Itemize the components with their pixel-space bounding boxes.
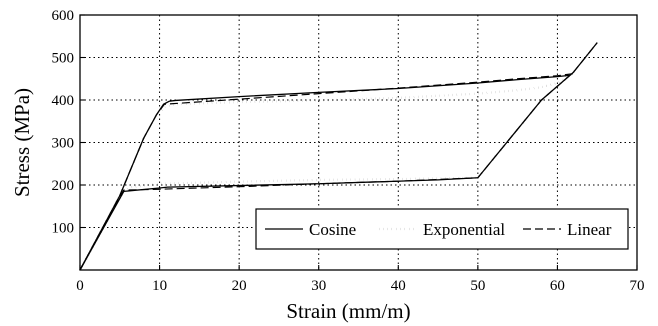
series-linear-branch-1: [79, 42, 598, 271]
series-lines: [79, 41, 599, 271]
y-tick-label: 300: [52, 136, 75, 152]
x-tick-label: 40: [391, 278, 406, 294]
y-axis-label: Stress (MPa): [10, 88, 34, 197]
x-axis-label: Strain (mm/m): [286, 299, 410, 323]
y-tick-label: 600: [52, 8, 75, 24]
x-tick-labels: 0 10 20 30 40 50 60 70: [76, 278, 644, 294]
y-tick-label: 100: [52, 221, 75, 237]
axis-ticks: [79, 14, 638, 270]
x-tick-label: 50: [470, 278, 485, 294]
legend-box: [255, 208, 629, 250]
series-linear-branch-2: [79, 73, 574, 271]
x-tick-label: 10: [152, 278, 167, 294]
x-tick-label: 60: [550, 278, 565, 294]
legend-label-cosine: Cosine: [309, 220, 356, 239]
x-tick-label: 70: [630, 278, 645, 294]
x-tick-label: 20: [232, 278, 247, 294]
legend-label-exponential: Exponential: [423, 220, 505, 239]
y-tick-label: 500: [52, 51, 75, 67]
y-tick-labels: 100 200 300 400 500 600: [52, 8, 75, 237]
legend: Cosine Exponential Linear: [255, 208, 629, 250]
x-tick-label: 0: [76, 278, 84, 294]
y-tick-label: 400: [52, 93, 75, 109]
legend-label-linear: Linear: [567, 220, 612, 239]
x-tick-label: 30: [311, 278, 326, 294]
y-tick-label: 200: [52, 178, 75, 194]
